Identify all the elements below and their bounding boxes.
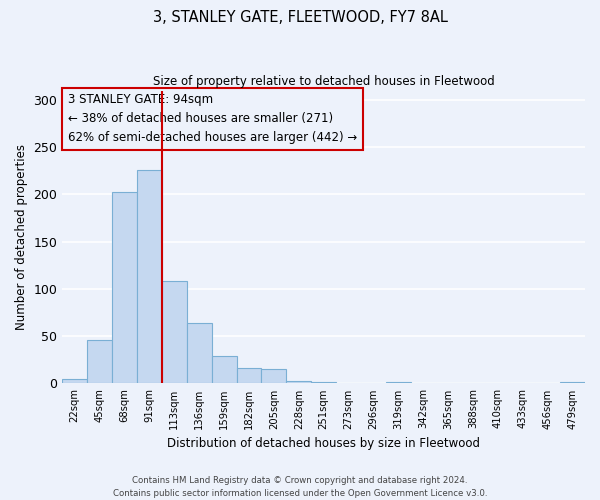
- Bar: [137, 170, 162, 384]
- Bar: [62, 378, 87, 384]
- Bar: [560, 382, 585, 384]
- Bar: [386, 382, 411, 384]
- Text: 3 STANLEY GATE: 94sqm
← 38% of detached houses are smaller (271)
62% of semi-det: 3 STANLEY GATE: 94sqm ← 38% of detached …: [68, 94, 357, 144]
- Bar: [311, 382, 336, 384]
- Bar: [262, 370, 286, 384]
- Bar: [162, 282, 187, 384]
- Bar: [187, 323, 212, 384]
- X-axis label: Distribution of detached houses by size in Fleetwood: Distribution of detached houses by size …: [167, 437, 480, 450]
- Y-axis label: Number of detached properties: Number of detached properties: [15, 144, 28, 330]
- Bar: [87, 340, 112, 384]
- Text: Contains HM Land Registry data © Crown copyright and database right 2024.
Contai: Contains HM Land Registry data © Crown c…: [113, 476, 487, 498]
- Bar: [236, 368, 262, 384]
- Title: Size of property relative to detached houses in Fleetwood: Size of property relative to detached ho…: [153, 75, 494, 88]
- Text: 3, STANLEY GATE, FLEETWOOD, FY7 8AL: 3, STANLEY GATE, FLEETWOOD, FY7 8AL: [152, 10, 448, 25]
- Bar: [112, 192, 137, 384]
- Bar: [212, 356, 236, 384]
- Bar: [286, 380, 311, 384]
